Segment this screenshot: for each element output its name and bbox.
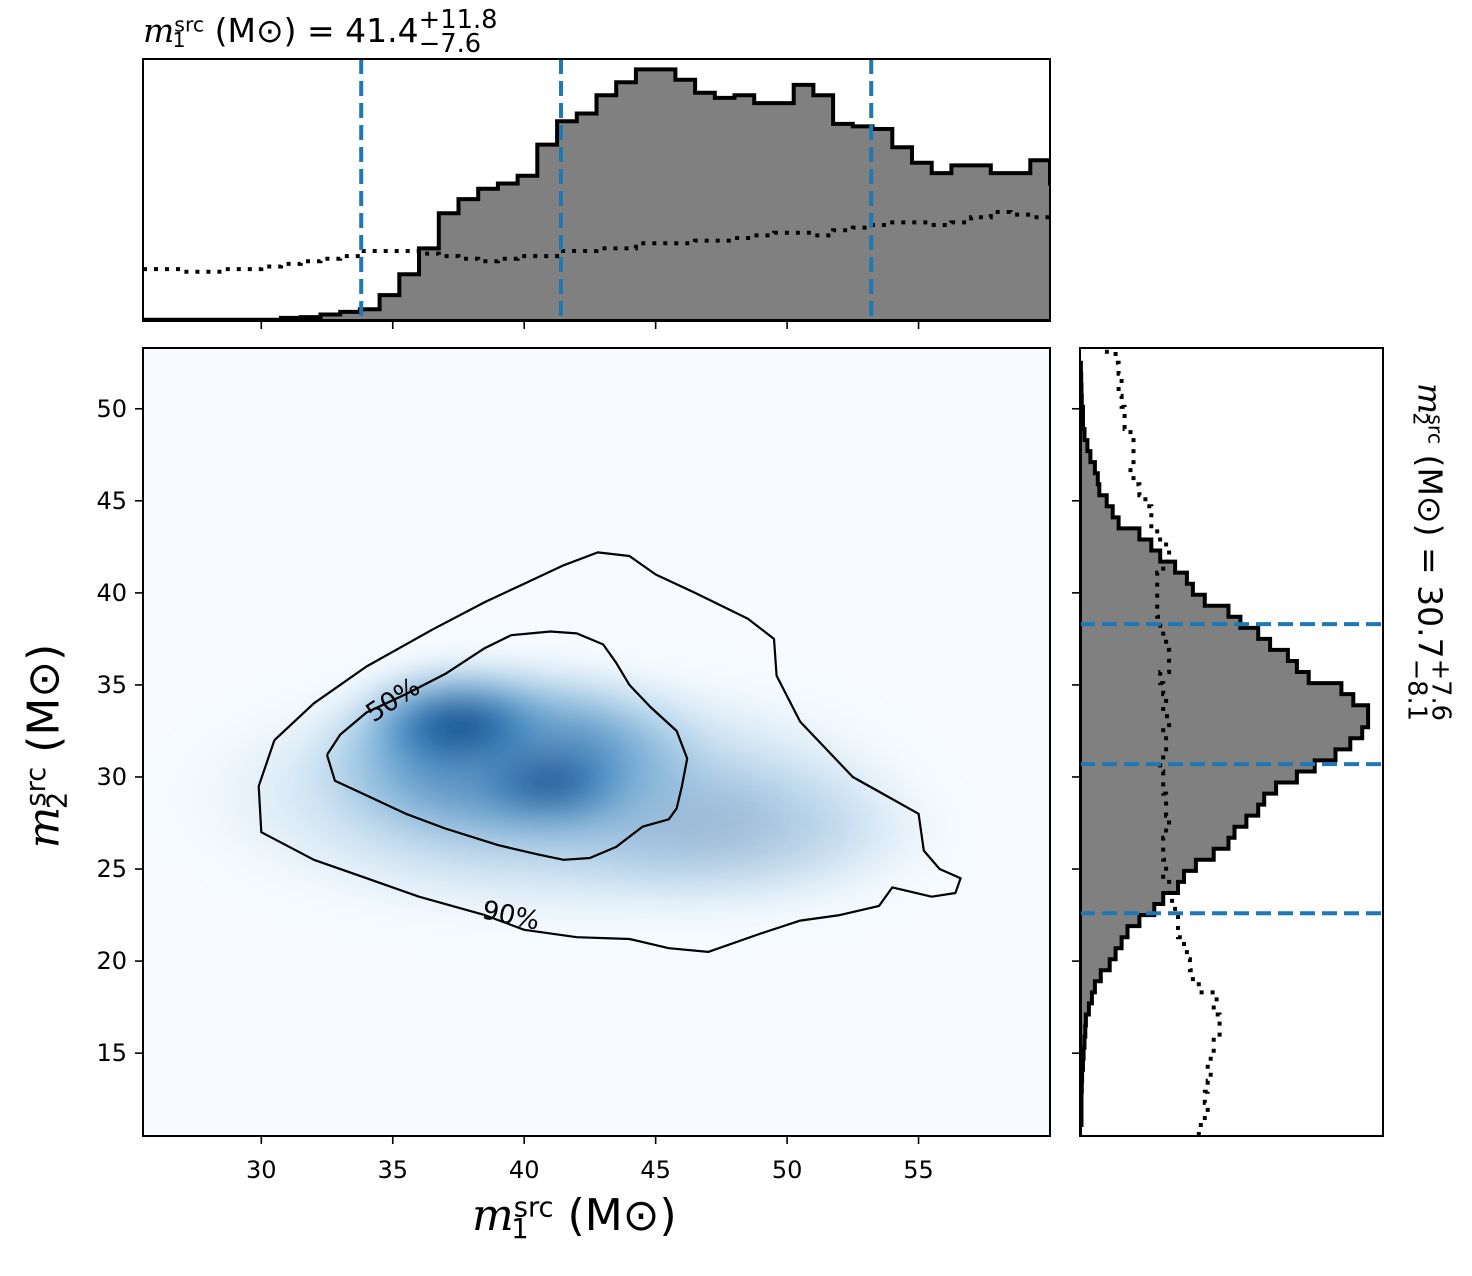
right-marginal-panel bbox=[1072, 347, 1384, 1137]
top-plot-area bbox=[143, 59, 1050, 321]
contour-90-line bbox=[257, 551, 962, 954]
y-tick-label-20: 20 bbox=[96, 947, 127, 975]
y-tick-label-45: 45 bbox=[96, 487, 127, 515]
top-title-median: 41.4 bbox=[345, 10, 419, 50]
top-posterior-histogram bbox=[143, 67, 1050, 321]
top-frame bbox=[142, 58, 1051, 322]
right-title-plus: +7.6 bbox=[1425, 658, 1456, 722]
top-title-plus: +11.8 bbox=[418, 5, 498, 35]
right-title-symbol: m bbox=[1410, 382, 1450, 415]
top-marginal-panel bbox=[142, 58, 1051, 329]
right-posterior-histogram bbox=[1080, 360, 1371, 1136]
right-title-index: 2 bbox=[1408, 412, 1433, 426]
y-tick-label-30: 30 bbox=[96, 763, 127, 791]
top-title-superscript: src bbox=[174, 12, 205, 37]
joint-frame bbox=[142, 347, 1051, 1137]
density-map bbox=[156, 657, 972, 934]
right-title-minus: −8.1 bbox=[1401, 658, 1431, 722]
y-tick-label-50: 50 bbox=[96, 395, 127, 423]
y-axis-unit: M⊙ bbox=[18, 660, 70, 736]
contour-50-line bbox=[325, 630, 689, 861]
right-prior-histogram bbox=[1098, 348, 1222, 1136]
right-title: msrc2 (M⊙) = 30.7 +7.6 −8.1 bbox=[1401, 382, 1456, 722]
x-axis-index: 1 bbox=[511, 1214, 529, 1246]
y-tick-label-15: 15 bbox=[96, 1039, 127, 1067]
top-title-index: 1 bbox=[172, 28, 186, 53]
y-tick-label-40: 40 bbox=[96, 579, 127, 607]
top-title-prefix: = bbox=[307, 10, 346, 50]
y-axis-symbol: m bbox=[18, 806, 70, 849]
y-tick-label-25: 25 bbox=[96, 855, 127, 883]
x-tick-label-35: 35 bbox=[377, 1156, 408, 1184]
x-axis-label: msrc1 (M⊙) bbox=[472, 1190, 677, 1246]
right-title-unit: M⊙ bbox=[1410, 467, 1450, 524]
top-title: msrc1 (M⊙) = 41.4 +11.8 −7.6 bbox=[143, 5, 498, 60]
y-axis-index: 2 bbox=[42, 791, 74, 810]
top-title-minus: −7.6 bbox=[418, 29, 482, 60]
right-frame bbox=[1079, 347, 1384, 1137]
right-title-prefix: = bbox=[1410, 546, 1450, 586]
top-prior-histogram bbox=[143, 210, 1050, 274]
top-title-unit: M⊙ bbox=[227, 10, 284, 50]
top-title-symbol: m bbox=[143, 10, 175, 50]
y-tick-label-35: 35 bbox=[96, 671, 127, 699]
x-tick-label-30: 30 bbox=[246, 1156, 277, 1184]
x-axis-symbol: m bbox=[472, 1190, 514, 1241]
x-axis-superscript: src bbox=[513, 1192, 554, 1224]
x-tick-label-55: 55 bbox=[903, 1156, 934, 1184]
x-tick-label-50: 50 bbox=[772, 1156, 803, 1184]
y-axis-label: msrc2 (M⊙) bbox=[18, 643, 74, 849]
x-axis-unit: M⊙ bbox=[584, 1190, 660, 1241]
density-blob-4 bbox=[445, 732, 656, 836]
right-plot-area bbox=[1080, 348, 1383, 1136]
x-tick-label-45: 45 bbox=[640, 1156, 671, 1184]
right-title-median: 30.7 bbox=[1410, 585, 1450, 659]
x-tick-label-40: 40 bbox=[509, 1156, 540, 1184]
